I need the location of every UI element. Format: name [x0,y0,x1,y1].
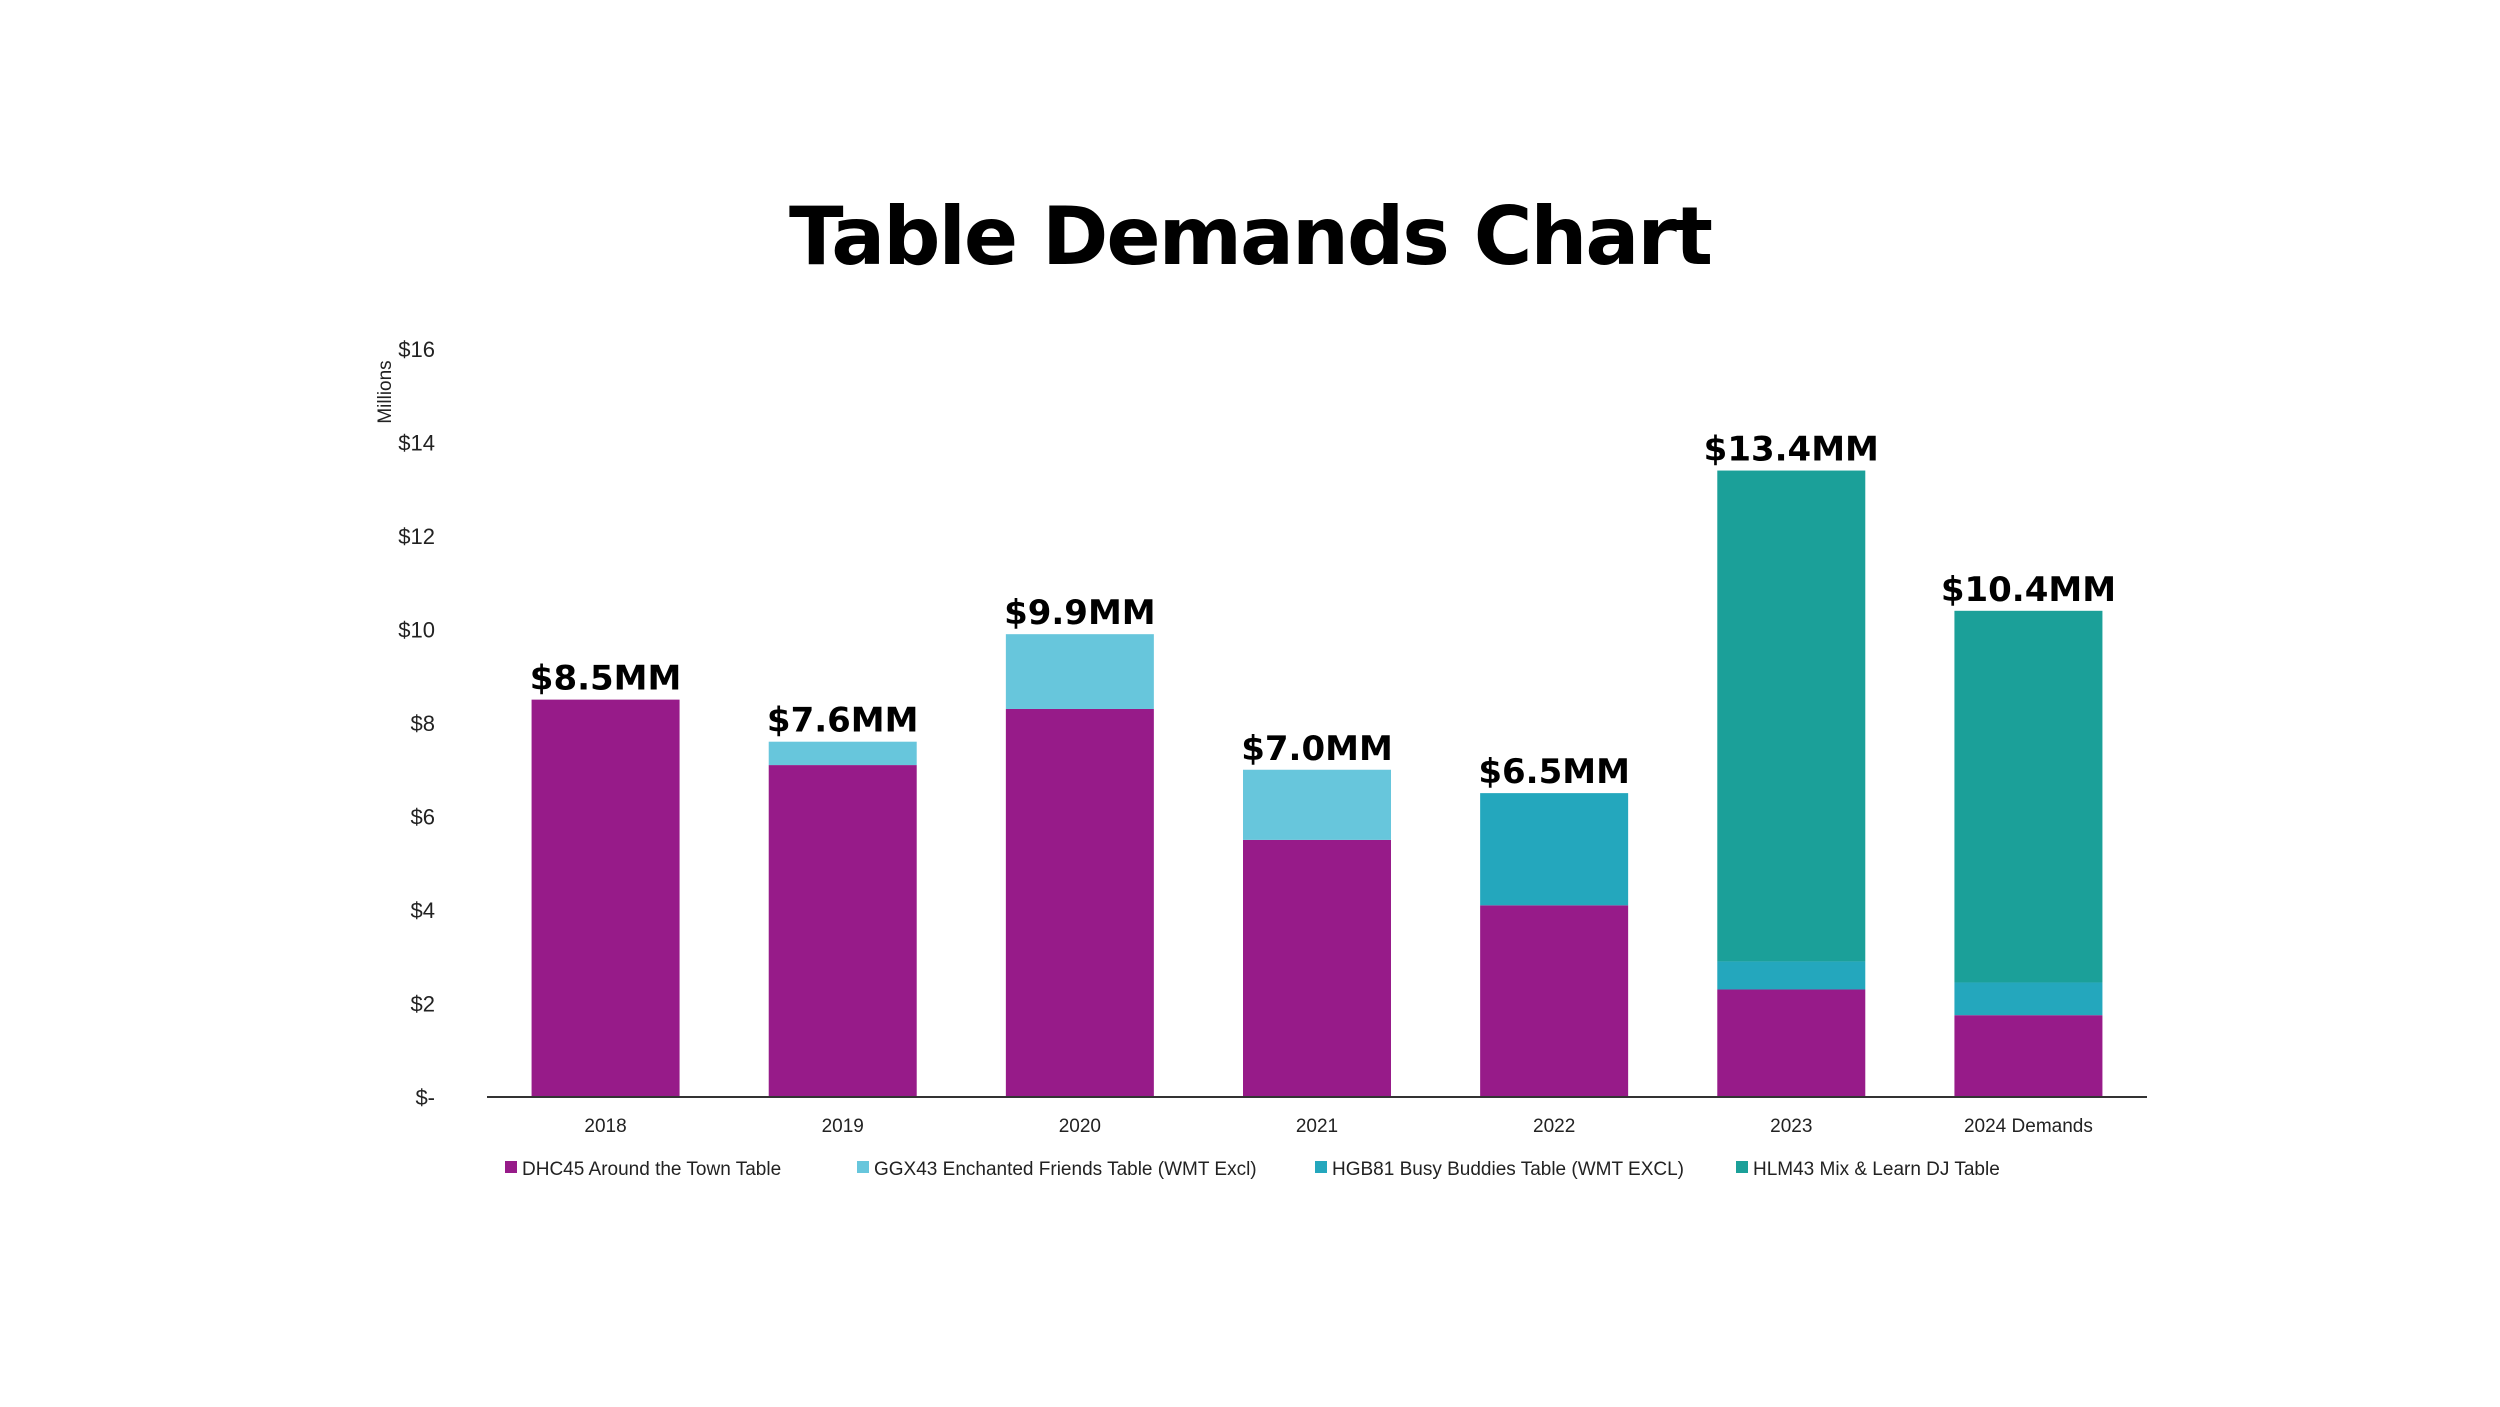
y-tick-label: $8 [411,711,435,736]
legend-swatch [1315,1161,1327,1173]
legend-swatch [505,1161,517,1173]
total-label: $9.9MM [1004,593,1156,633]
x-tick-label: 2022 [1533,1116,1575,1137]
legend-label: GGX43 Enchanted Friends Table (WMT Excl) [874,1159,1257,1180]
y-tick-label: $- [415,1085,435,1110]
x-axis-ticks: 2018 2019 2020 2021 2022 2023 2024 Demands [584,1116,2092,1137]
bar-segment-dhc45 [768,765,917,1097]
bar-stack-2 [1005,634,1154,1097]
bar-stack-6 [1954,610,2103,1097]
x-tick-label: 2020 [1059,1116,1101,1137]
bar-segment-dhc45 [531,699,680,1097]
bar-segment-hgb81 [1717,961,1866,990]
total-label: $8.5MM [530,659,682,699]
legend-item-dhc45: DHC45 Around the Town Table [505,1159,781,1180]
bars [531,470,2103,1097]
y-tick-label: $14 [398,431,435,456]
bar-stack-1 [768,741,917,1097]
bar-stack-5 [1717,470,1866,1097]
bar-segment-hgb81 [1954,982,2103,1016]
bar-segment-dhc45 [1005,708,1154,1097]
y-tick-label: $10 [398,618,435,643]
bar-stack-4 [1480,793,1629,1097]
legend-swatch [857,1161,869,1173]
legend-item-hlm43: HLM43 Mix & Learn DJ Table [1736,1159,2000,1180]
x-tick-label: 2024 Demands [1964,1116,2093,1137]
bar-segment-hlm43 [1717,470,1866,962]
y-axis-ticks: $- $2 $4 $6 $8 $10 $12 $14 $16 [398,337,435,1110]
y-tick-label: $4 [411,898,435,923]
bar-stack-3 [1243,769,1391,1097]
y-tick-label: $16 [398,337,435,362]
chart-title: Table Demands Chart [788,190,1713,283]
total-label: $7.0MM [1241,729,1393,769]
legend-label: HLM43 Mix & Learn DJ Table [1753,1159,2000,1180]
x-tick-label: 2023 [1770,1116,1812,1137]
x-tick-label: 2019 [822,1116,864,1137]
bar-segment-dhc45 [1954,1015,2103,1097]
total-label: $7.6MM [767,701,919,741]
y-axis-label: Millions [375,360,396,423]
bar-segment-ggx43 [1005,634,1154,709]
bar-segment-dhc45 [1243,839,1391,1097]
bar-segment-dhc45 [1480,905,1629,1097]
x-tick-label: 2018 [584,1116,626,1137]
legend-item-ggx43: GGX43 Enchanted Friends Table (WMT Excl) [857,1159,1257,1180]
total-label: $10.4MM [1941,570,2116,610]
legend-item-hgb81: HGB81 Busy Buddies Table (WMT EXCL) [1315,1159,1684,1180]
legend-label: DHC45 Around the Town Table [522,1159,781,1180]
bar-stack-0 [531,699,680,1097]
legend-label: HGB81 Busy Buddies Table (WMT EXCL) [1332,1159,1684,1180]
total-label: $13.4MM [1704,430,1879,470]
y-tick-label: $2 [411,992,435,1017]
legend-swatch [1736,1161,1748,1173]
bar-segment-hgb81 [1480,793,1629,906]
bar-segment-ggx43 [1243,769,1391,840]
y-tick-label: $6 [411,805,435,830]
x-tick-label: 2021 [1296,1116,1338,1137]
bar-segment-ggx43 [768,741,917,766]
legend: DHC45 Around the Town Table GGX43 Enchant… [505,1159,2000,1180]
total-label: $6.5MM [1478,752,1630,792]
y-tick-label: $12 [398,524,435,549]
bar-segment-dhc45 [1717,989,1866,1097]
bar-segment-hlm43 [1954,610,2103,983]
total-labels: $8.5MM $7.6MM $9.9MM $7.0MM $6.5MM $13.4MM $10… [530,430,2116,793]
